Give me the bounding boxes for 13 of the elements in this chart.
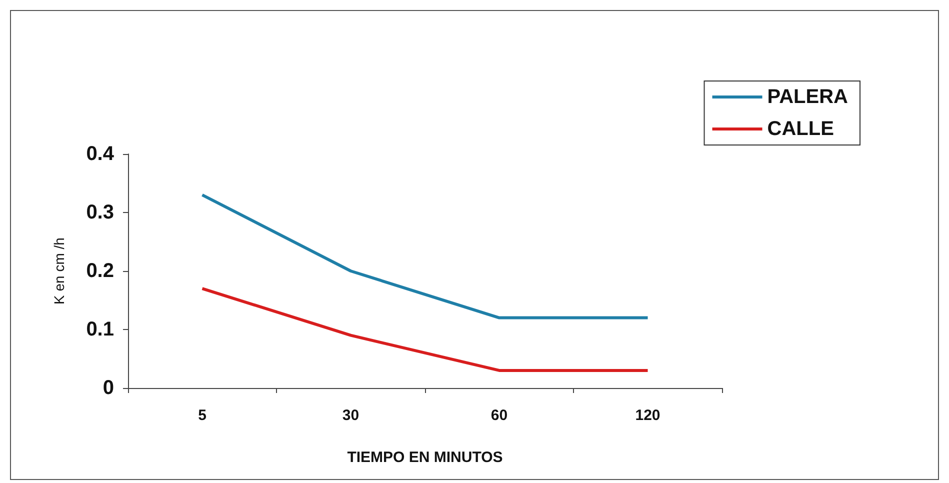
- x-axis-title: TIEMPO EN MINUTOS: [347, 449, 503, 466]
- y-tick-label: 0: [102, 377, 114, 399]
- y-tick-label: 0.2: [86, 260, 114, 282]
- x-tick-label: 60: [490, 407, 508, 424]
- legend-label: PALERA: [767, 86, 848, 108]
- y-tick-label: 0.1: [86, 318, 114, 340]
- y-axis-title: K en cm /h: [51, 238, 67, 304]
- x-tick-label: 30: [342, 407, 360, 424]
- y-tick-label: 0.4: [86, 143, 115, 165]
- x-tick-label: 5: [198, 407, 206, 424]
- legend-label: CALLE: [767, 118, 834, 140]
- y-tick-label: 0.3: [86, 202, 114, 224]
- x-tick-label: 120: [635, 407, 660, 424]
